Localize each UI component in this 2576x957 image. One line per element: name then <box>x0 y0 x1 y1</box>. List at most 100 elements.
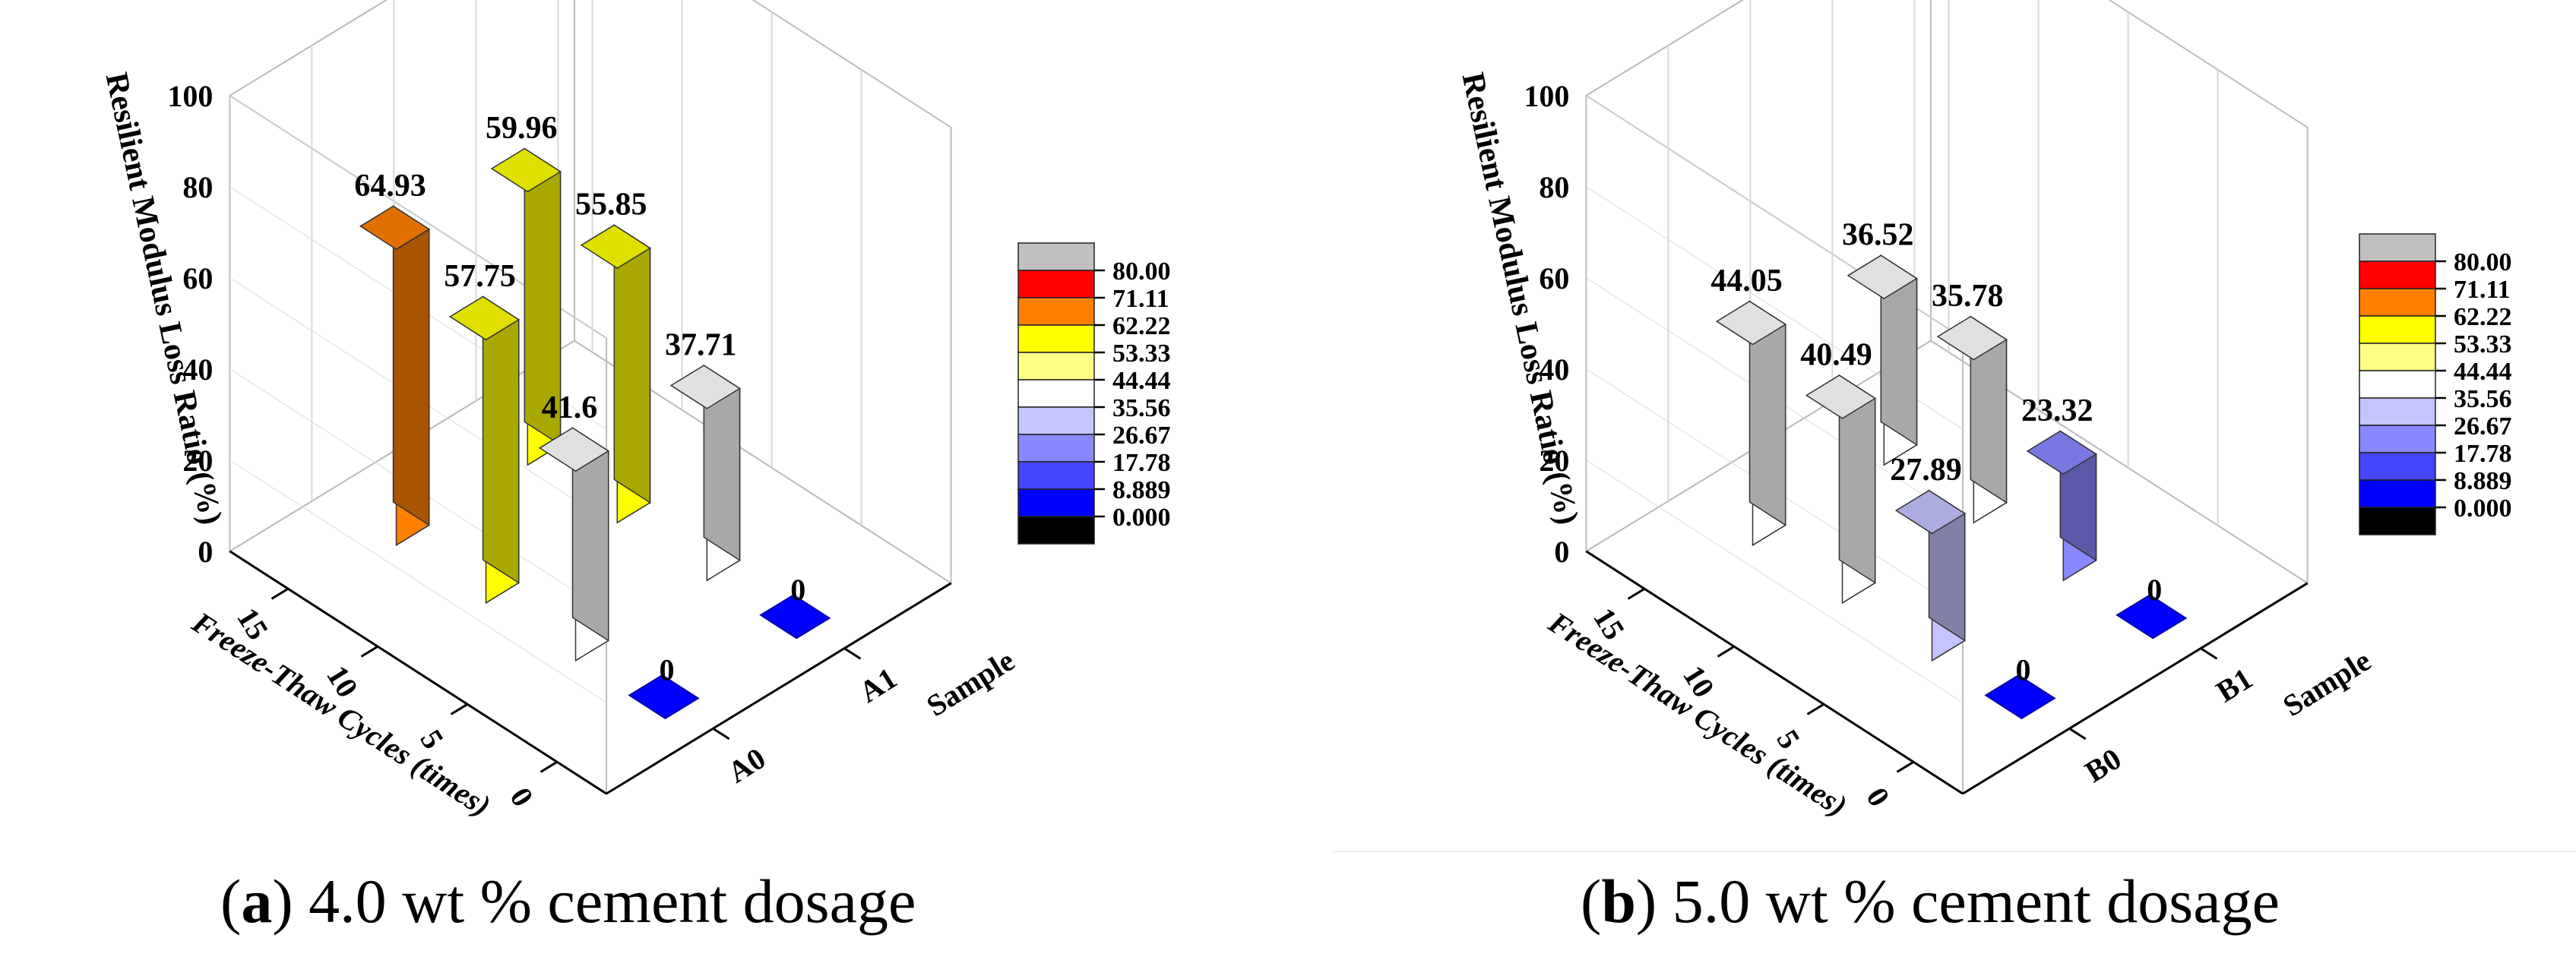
legend-swatch <box>1017 324 1095 353</box>
bar-value-label: 23.32 <box>2021 393 2093 428</box>
bar-value-label: 64.93 <box>354 169 426 204</box>
legend-swatch <box>1017 297 1095 326</box>
y-tick-label: 0 <box>1554 535 1569 569</box>
x-tick <box>540 760 558 773</box>
legend-label: 17.78 <box>1112 449 1171 477</box>
bar-face-top <box>538 427 610 472</box>
bar-value-label: 44.05 <box>1710 264 1783 298</box>
sample-tick <box>843 647 862 660</box>
legend-swatch <box>2359 397 2436 426</box>
legend-swatch <box>1017 461 1095 490</box>
bar-top <box>628 674 700 719</box>
legend-label: 62.22 <box>1112 312 1171 340</box>
top-edge-back <box>229 0 388 96</box>
bar-value-label: 0 <box>790 573 805 607</box>
x-tick <box>1896 760 1914 773</box>
legend-label: 44.44 <box>1112 367 1171 395</box>
bar-b1-10 <box>1936 315 2008 524</box>
legend-label: 26.67 <box>2454 412 2512 441</box>
caption-b-text: 5.0 wt % cement dosage <box>1657 867 2280 936</box>
bar-face-top <box>2026 430 2097 475</box>
bar-a0-0 <box>628 674 700 719</box>
bar-value-label: 59.96 <box>486 111 558 146</box>
bar-face-side <box>482 295 520 584</box>
legend-label: 0.000 <box>2454 494 2512 523</box>
x-axis-line <box>229 550 607 795</box>
legend-swatch <box>2359 233 2436 262</box>
sample-tick <box>2200 647 2218 660</box>
y-tick-label: 20 <box>182 444 213 478</box>
sample-tick-label: A0 <box>722 741 771 789</box>
bar-a1-15 <box>490 147 562 466</box>
bar-face-top <box>1805 374 1877 419</box>
y-axis-title: Resilient Modulus Loss Ratio (%) <box>99 70 229 528</box>
x-tick <box>1627 587 1645 600</box>
y-tick-label: 100 <box>1524 79 1569 113</box>
sample-axis-title: Sample <box>2277 643 2376 723</box>
bar-b0-0 <box>1984 674 2056 719</box>
bar-face-top <box>448 295 521 341</box>
bar-b0-10 <box>1805 374 1877 605</box>
x-axis-title: Freeze-Thaw Cycles (times) <box>186 605 497 823</box>
bar-value-label: 0 <box>2016 652 2031 687</box>
legend-swatch <box>2359 343 2436 371</box>
caption-a: (a) 4.0 wt % cement dosage <box>220 867 916 936</box>
sample-tick <box>712 727 730 741</box>
legend-label: 17.78 <box>2454 440 2512 468</box>
bar-value-label: 0 <box>660 652 675 687</box>
bar-face-top <box>490 147 562 193</box>
bar-b1-5 <box>2026 430 2097 582</box>
legend-swatch <box>2359 479 2436 508</box>
bar-top <box>759 594 831 640</box>
bar-value-label: 40.49 <box>1800 337 1872 372</box>
bar-a0-5 <box>538 427 610 662</box>
legend-label: 71.11 <box>1112 285 1169 313</box>
bar-face-top <box>580 224 651 269</box>
legend-label: 44.44 <box>2454 358 2512 386</box>
legend-swatch <box>1017 379 1095 408</box>
y-axis-title: Resilient Modulus Loss Ratio (%) <box>1455 70 1585 528</box>
legend-label: 80.00 <box>1112 257 1171 286</box>
bar-face-side <box>392 205 430 526</box>
caption-b-letter: b <box>1601 867 1636 936</box>
y-tick-label: 40 <box>1539 352 1569 387</box>
bar-face-top <box>669 365 741 409</box>
back-wall <box>229 0 575 553</box>
x-tick-label: 0 <box>1859 782 1897 813</box>
bar-a1-5 <box>669 364 741 582</box>
bar-a1-0 <box>759 594 831 640</box>
sample-axis-line <box>606 582 952 795</box>
bar-value-label: 0 <box>2147 573 2162 607</box>
bar-a0-10 <box>448 295 521 605</box>
legend-label: 8.889 <box>2454 467 2512 495</box>
color-legend: 80.0071.1162.2253.3344.4435.5626.6717.78… <box>1017 242 1171 545</box>
bar-b1-15 <box>1847 254 1918 466</box>
bar-top <box>1984 674 2056 719</box>
legend-swatch <box>2359 261 2436 289</box>
bar-face-top <box>359 205 431 251</box>
legend-label: 0.000 <box>1112 504 1171 532</box>
bar-a0-15 <box>359 205 431 547</box>
sample-axis-title: Sample <box>920 643 1020 723</box>
bar-value-label: 35.78 <box>1932 279 2004 314</box>
side-wall <box>574 0 952 585</box>
bar-value-label: 36.52 <box>1842 218 1914 253</box>
y-tick-label: 60 <box>182 261 213 295</box>
legend-swatch <box>2359 507 2436 535</box>
bar-face-top <box>1936 315 2008 361</box>
bar-face-top <box>1894 489 1967 535</box>
bar-face-top <box>1847 254 1918 299</box>
caption-a-letter: a <box>241 867 273 936</box>
legend-label: 62.22 <box>2454 303 2512 331</box>
bar-value-label: 57.75 <box>444 259 516 294</box>
bar-value-label: 55.85 <box>575 188 647 223</box>
divider-line <box>1334 851 2576 852</box>
y-tick-label: 80 <box>1539 170 1569 204</box>
x-tick <box>360 645 378 658</box>
caption-b: (b) 5.0 wt % cement dosage <box>1581 867 2280 936</box>
grid-line <box>1585 460 1964 703</box>
legend-label: 26.67 <box>1112 422 1171 450</box>
y-tick-label: 100 <box>167 79 213 113</box>
x-tick <box>1717 645 1735 658</box>
